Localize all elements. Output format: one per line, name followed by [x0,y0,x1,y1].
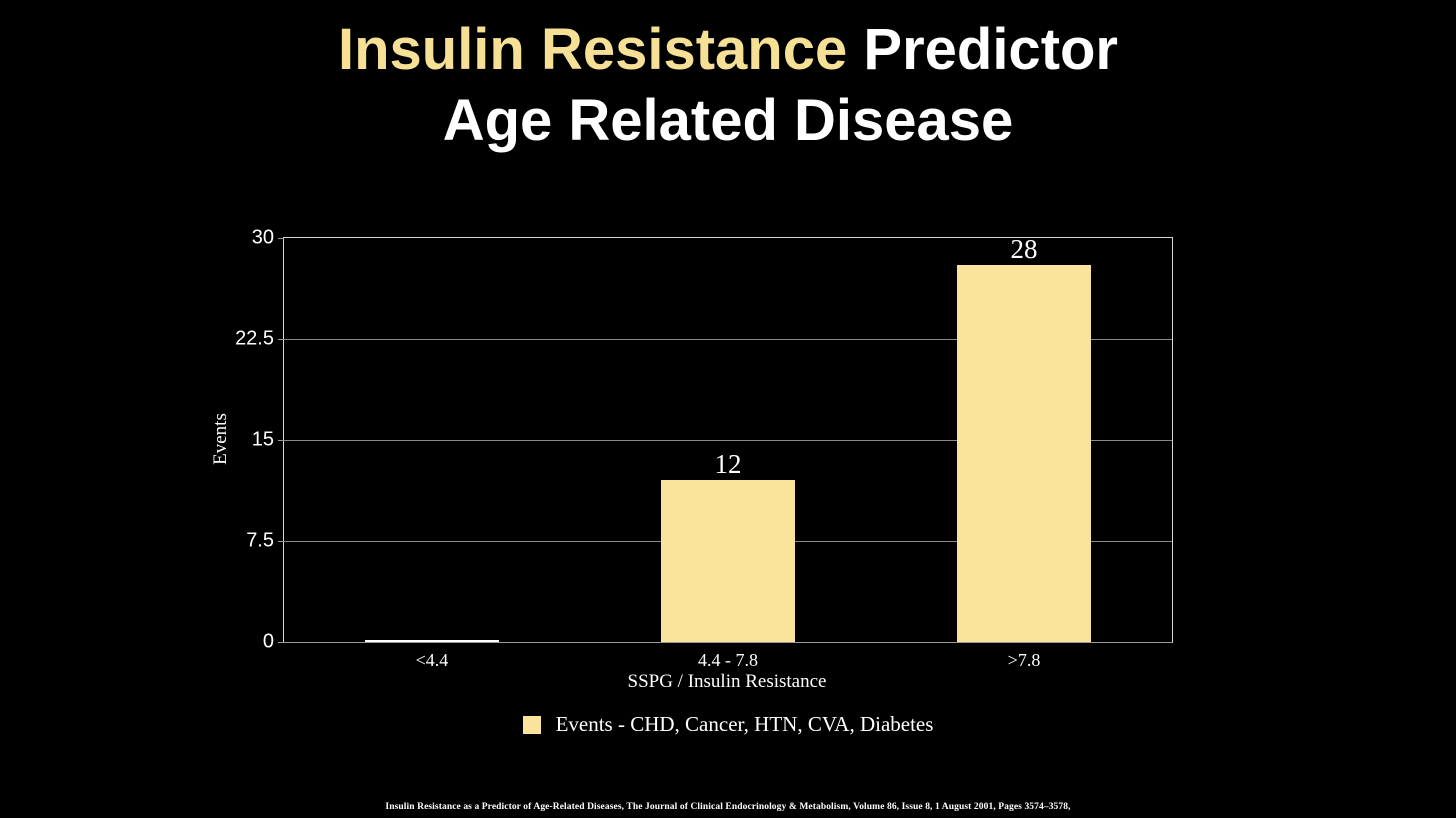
y-tick-mark [278,641,284,643]
y-tick-mark [278,439,284,441]
x-tick-label: >7.8 [1007,650,1041,670]
y-tick-mark [278,237,284,239]
title-rest: Predictor [847,17,1119,82]
x-tick-label: <4.4 [415,650,449,670]
y-axis-label: Events [210,413,231,465]
bar-1 [364,640,499,642]
y-tick-label: 22.5 [235,327,274,350]
citation-text: Insulin Resistance as a Predictor of Age… [385,802,1071,812]
y-tick-label: 7.5 [246,529,274,552]
gridline [284,339,1172,340]
page-title: Insulin Resistance Predictor Age Related… [0,14,1456,156]
gridline [284,440,1172,441]
x-axis-label: SSPG / Insulin Resistance [627,671,827,692]
bar-value-label: 28 [1010,233,1038,264]
title-line2: Age Related Disease [442,88,1014,153]
x-tick-label: 4.4 - 7.8 [698,650,758,670]
y-tick-mark [278,338,284,340]
title-highlight: Insulin Resistance [337,17,848,82]
legend-swatch [522,715,541,734]
legend-label: Events - CHD, Cancer, HTN, CVA, Diabetes [555,712,934,736]
y-tick-mark [278,540,284,542]
bar-2: 12 [661,451,795,642]
legend: Events - CHD, Cancer, HTN, CVA, Diabetes [0,712,1456,737]
bar-3: 28 [957,235,1091,642]
plot-area: 30 22.5 15 7.5 0 <4.4 12 4.4 - 7.8 28 >7.8 [235,227,1173,670]
bar-value-label: 12 [714,449,742,480]
y-tick-label: 15 [251,428,274,451]
y-tick-label: 0 [262,630,274,653]
y-tick-label: 30 [251,226,274,249]
